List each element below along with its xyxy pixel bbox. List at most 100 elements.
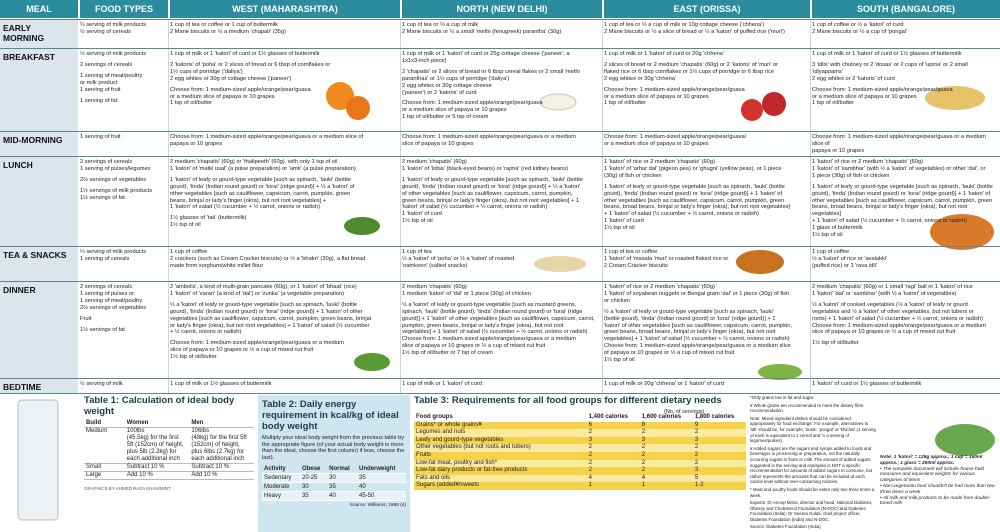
cell-text: 1 cup of coffee ½ a 'katori' of rice or … [812,249,888,269]
table-cell: 2 [641,467,646,474]
cell-text: Choose from: 1 medium-sized apple/orange… [812,86,953,107]
cell-text: 2 medium 'chapatis' (60g) or 'thalipeeth… [170,159,356,172]
table-cell: 1-2 [694,482,704,489]
cell-text: 1 'katori' of rice or 2 medium 'chapatis… [812,159,986,179]
region-cell: 1 cup of coffee or ½ a 'katori' of curd … [812,22,998,49]
cell-text: ½ a 'katori' of leafy or gourd-type vege… [170,301,372,336]
table-cell: 106lbs (48kg) for the first 5ft (152cm) … [189,427,254,464]
column-separator [168,132,169,157]
region-cell: 2 medium 'chapatis' (60g) or 'thalipeeth… [170,159,398,247]
food-types-cell: 1 serving of fruit [80,134,166,157]
cell-text: 2 medium 'chapatis' (60g) 1 medium 'kato… [402,284,531,297]
table-cell: 8 [641,421,646,428]
divider [0,393,1000,394]
food-types-cell: ½ serving of milk [80,381,166,394]
table-cell: 2 [588,429,592,436]
region-cell: 1 'katori' of rice or 2 medium 'chapatis… [604,284,808,379]
cell-text: 1 serving of fat [80,97,118,104]
table-row: Medium 100lbs (45.5kg) for the first 5ft … [84,427,254,464]
cell-text: 1 cup of milk or 1½ glasses of buttermil… [170,381,272,387]
cell-text: Choose from: 1 medium-sized apple/orange… [170,86,311,107]
table-header-row: Activity Obese Normal Underweight [262,465,406,475]
region-cell: 2 medium 'chapatis' (60g) or 1 small 'ra… [812,284,998,379]
cell-text: 1½ glasses of 'tak' (buttermilk) 1½ tsp … [170,215,247,229]
table-cell: Sedentary [262,473,301,484]
table3-panel: Table 3: Requirements for all food group… [414,395,746,532]
table-subheader: (No. of servings) [664,409,705,415]
table-cell: Heavy [262,491,301,502]
column-separator [168,247,169,282]
table-row: Leafy and gourd-type vegetables 3 3 3 [414,436,746,445]
notes-panel: *Only grains low in fat and sugar. ¥ Whol… [750,395,876,532]
meal-name: BREAKFAST [0,49,78,132]
region-cell: 1 'katori' of rice or 2 medium 'chapatis… [812,159,998,247]
region-cell: 1 cup of tea or ½ a cup of milk 2 Marie … [402,22,600,49]
column-separator [602,20,603,49]
region-cell: 1 cup of milk or 1 'katori' of curd [402,381,600,394]
table-row: Fruits 2 2 2 [414,451,746,460]
table-cell: 35 [300,491,328,502]
side-note: Note: 1 'katori' = 125g approx.; 1 cup =… [880,455,983,466]
cell-text: 2 servings of cereals [80,61,133,68]
table-row: Sedentary 20-25 30 35 [262,473,406,484]
region-cell: Choose from: 1 medium-sized apple/orange… [402,134,600,157]
column-separator [602,247,603,282]
cell-text: 1 cup of milk or 20g 'chhena' or 1 'kato… [604,381,725,387]
table-cell: Low-fat meat, poultry and fish* [416,459,498,466]
column-header: Underweight [357,465,406,475]
table-row: Heavy 35 40 45-50 [262,491,406,502]
table-cell: 2 [641,429,646,436]
cell-text: 1 cup of milk or 1 'katori' of curd [402,381,482,387]
cell-text: ½ serving of milk [80,381,123,387]
region-cell: 1 cup of tea ½ a 'katori' of 'poha' or ½… [402,249,600,282]
column-separator [602,282,603,379]
region-cell: 1 cup of tea or ½ a cup of milk or 10g c… [604,22,808,49]
cell-text: 1 cup of tea or coffee 1 'katori' of 'ma… [604,249,729,269]
table-cell: 4 [641,474,646,481]
table-cell: Subtract 10 % [189,463,254,472]
table-cell: 40 [327,491,358,502]
column-separator [810,379,811,394]
column-separator [168,157,169,247]
table-cell: Other vegetables (but not roots and tube… [416,444,531,451]
side-note-panel: Note: 1 'katori' = 125g approx.; 1 cup =… [880,455,998,531]
column-header: Build [84,420,125,428]
column-header: Women [124,420,190,428]
table-cell: 3 [694,467,699,474]
table-cell: Large [84,471,125,480]
region-cell: 1 cup of tea or coffee or 1 cup of butte… [170,22,398,49]
column-separator [602,49,603,132]
column-header: 1,400 calories [588,414,629,420]
source: Source: Williams, 1988 (4) [349,503,406,509]
column-header: 1,600 calories [641,414,682,420]
column-separator [168,49,169,132]
cell-text: ½ a 'katori' of cooked vegetables (½ a '… [812,301,986,336]
column-separator [810,247,811,282]
cell-text: 2½ servings of vegetables [80,176,147,183]
milk-glass-image [17,399,59,521]
header-meal: MEAL [0,0,78,18]
table-row: Grains* or whole grains¥ 6 8 9 [414,421,746,430]
cell-text: Choose from: 1 medium-sized apple/orange… [604,134,747,147]
table-header-row: Build Women Men [84,420,254,428]
table-cell: 6 [588,421,592,428]
column-separator [400,247,401,282]
table-row: Low-fat dairy products or fat-free produ… [414,467,746,475]
table2-panel: Table 2: Daily energy requirement in kca… [258,395,410,532]
side-note: • The complete document will include hou… [880,466,985,484]
table-cell: Moderate [262,482,301,493]
table-cell: Add 10 % [124,471,190,480]
column-separator [810,282,811,379]
header-region: SOUTH (BANGALORE) [812,0,1000,18]
cell-text: 1 'katori' of leafy or gourd-type vegeta… [170,176,355,211]
meal-row: LUNCH 2 servings of cereals 1 serving of … [0,156,1000,247]
table-cell: Fats and oils [416,474,451,481]
cell-text: 1 cup of tea or ½ a cup of milk 2 Marie … [402,22,562,35]
cell-text: ½ a 'katori' of leafy or gourd-type vege… [402,301,595,357]
table-row: Sugars (added¥/sweets 1 1 1-2 [414,482,746,490]
cell-text: Choose from: 1 medium-sized apple/orange… [170,340,344,361]
table-cell: Low-fat dairy products or fat-free produ… [416,467,528,474]
header-region: EAST (ORISSA) [604,0,810,18]
cell-text: 1 cup of tea ½ a 'katori' of 'poha' or ½… [402,249,515,269]
cell-text: 1 'katori' of curd or 1½ glasses of butt… [812,381,922,387]
